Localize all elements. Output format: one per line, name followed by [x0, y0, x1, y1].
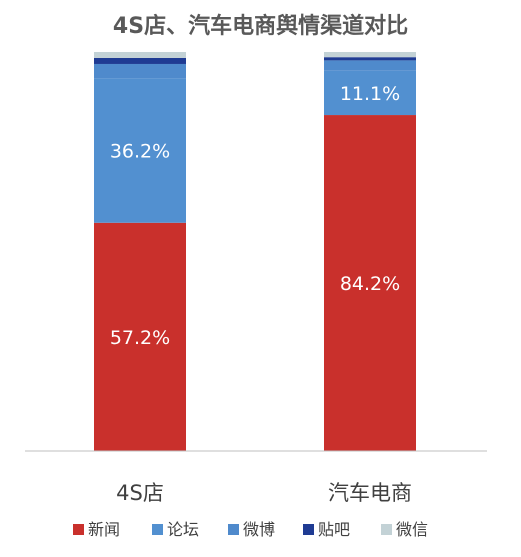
- x-tick-label: 汽车电商: [328, 481, 412, 505]
- legend-label: 微信: [396, 520, 428, 539]
- bar-segment-1-3: [94, 63, 186, 79]
- bar-segment-2-1: [324, 115, 416, 452]
- legend-label: 论坛: [167, 520, 199, 539]
- legend-swatch: [381, 524, 392, 535]
- data-label: 11.1%: [340, 83, 400, 105]
- bar-segment-1-2: [94, 78, 186, 223]
- legend-swatch: [152, 524, 163, 535]
- chart-title: 4S店、汽车电商舆情渠道对比: [112, 14, 409, 39]
- bar-segment-1-1: [94, 222, 186, 451]
- legend-swatch: [303, 524, 314, 535]
- bar-segment-2-4: [324, 57, 416, 61]
- legend-swatch: [228, 524, 239, 535]
- legend-label: 新闻: [88, 520, 120, 539]
- data-label: 36.2%: [110, 141, 170, 163]
- legend-swatch: [73, 524, 84, 535]
- bar-segment-2-2: [324, 70, 416, 116]
- data-label: 57.2%: [110, 327, 170, 349]
- bar-segment-1-4: [94, 57, 186, 64]
- bar-segment-2-5: [324, 52, 416, 58]
- legend-label: 微博: [243, 520, 275, 539]
- bar-segment-2-3: [324, 60, 416, 71]
- x-tick-label: 4S店: [116, 481, 164, 505]
- legend-label: 贴吧: [318, 520, 350, 539]
- data-label: 84.2%: [340, 273, 400, 295]
- bar-segment-1-5: [94, 52, 186, 58]
